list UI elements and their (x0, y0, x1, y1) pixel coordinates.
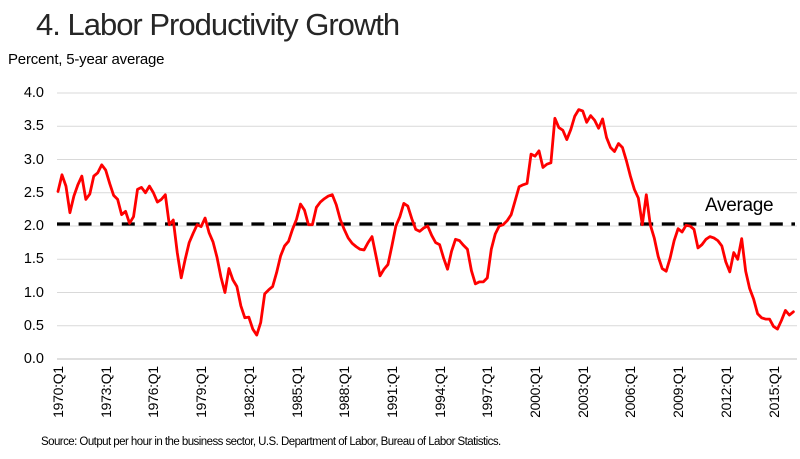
y-axis-units-label: Percent, 5-year average (8, 51, 165, 68)
average-line-label: Average (705, 195, 774, 216)
x-tick-label-text: 1988:Q1 (336, 366, 353, 418)
y-tick-label: 1.5 (23, 251, 44, 268)
x-tick-label-text: 2006:Q1 (622, 366, 639, 418)
y-tick-label: 0.5 (23, 317, 44, 334)
y-tick-label: 3.0 (23, 151, 44, 168)
x-tick-label-text: 1994:Q1 (431, 366, 448, 418)
x-tick-label-text: 2003:Q1 (574, 366, 591, 418)
x-tick-label-text: 2000:Q1 (527, 366, 543, 418)
x-tick-label-text: 1970:Q1 (50, 366, 66, 418)
y-tick-label: 2.5 (23, 184, 44, 201)
x-tick-label-text: 1979:Q1 (193, 366, 210, 418)
x-tick-label-text: 1991:Q1 (383, 366, 400, 418)
productivity-line (56, 108, 795, 337)
x-tick-label-text: 1997:Q1 (479, 366, 496, 418)
chart-title: 4. Labor Productivity Growth (36, 7, 400, 42)
y-tick-label: 3.5 (23, 118, 44, 135)
y-tick-label: 4.0 (23, 85, 44, 101)
x-tick-label-text: 2012:Q1 (717, 366, 734, 418)
x-tick-label-text: 1982:Q1 (240, 366, 257, 418)
x-tick-label-text: 2009:Q1 (670, 366, 687, 418)
y-tick-label: 1.0 (23, 284, 44, 301)
y-tick-label: 2.0 (23, 218, 44, 234)
x-tick-label-text: 1973:Q1 (97, 366, 114, 418)
x-tick-label-text: 1976:Q1 (145, 366, 162, 418)
x-tick-label-text: 1985:Q1 (288, 366, 305, 418)
source-note: Source: Output per hour in the business … (41, 436, 501, 448)
x-tick-label-text: 2015:Q1 (765, 366, 782, 418)
y-tick-label: 0.0 (23, 351, 44, 367)
